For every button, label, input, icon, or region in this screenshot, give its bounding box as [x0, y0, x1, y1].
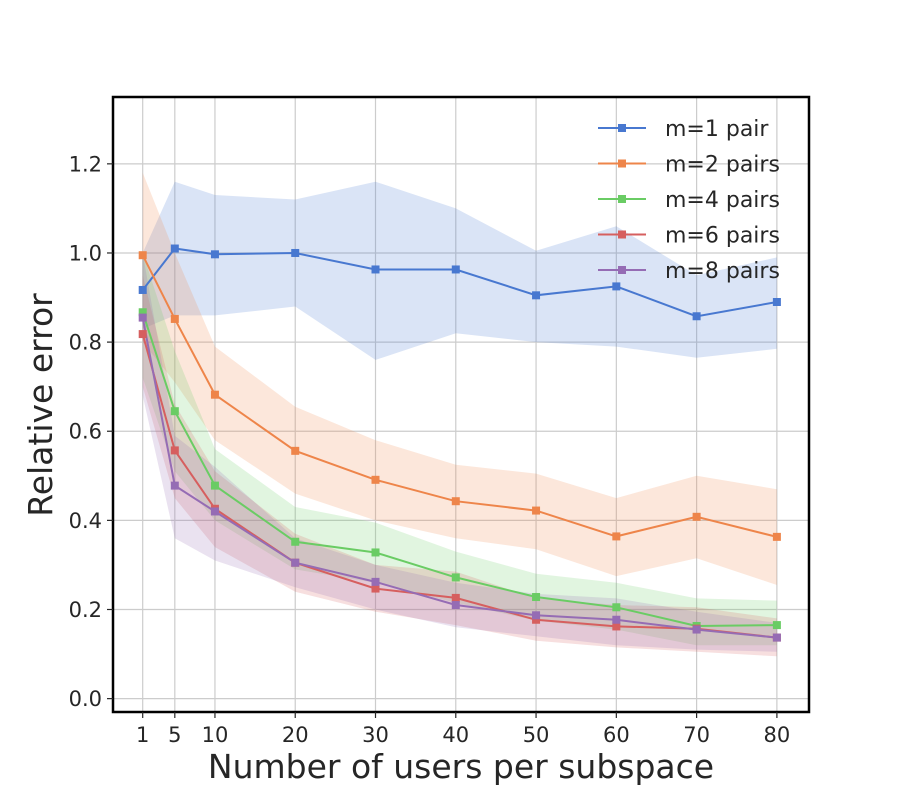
data-point-m-1-pair — [772, 298, 781, 306]
y-axis-ticks: 0.0 0.2 0.4 0.6 0.8 1.0 1.2 — [69, 152, 113, 711]
data-point-m-2-pairs — [612, 532, 621, 541]
data-point-m-2-pairs — [692, 512, 701, 521]
data-point-m-2-pairs — [451, 497, 460, 506]
data-point-m-8-pairs — [451, 601, 460, 610]
series-line-m-8-pairs — [141, 317, 777, 639]
data-point-m-4-pairs — [371, 548, 380, 557]
legend-label-m-6-pairs: m=6 pairs — [665, 224, 780, 249]
y-tick-label: 0.8 — [69, 331, 102, 355]
y-tick-label: 0.2 — [69, 598, 102, 622]
data-point-m-1-pair — [451, 265, 460, 274]
data-point-m-1-pair — [692, 312, 701, 321]
data-point-m-1-pair — [170, 244, 179, 253]
data-point-m-8-pairs — [532, 611, 541, 620]
data-point-m-2-pairs — [532, 506, 541, 515]
confidence-band-m-4-pairs — [142, 253, 777, 646]
data-point-m-4-pairs — [772, 621, 781, 630]
legend: m=1 pair m=2 pairs m=4 pairs m=6 pairs m=8 p… — [598, 117, 780, 284]
legend-marker-m-2-pairs — [618, 159, 626, 168]
y-tick-label: 0.0 — [69, 687, 102, 711]
data-point-m-6-pairs — [612, 622, 621, 631]
legend-label-m-2-pairs: m=2 pairs — [665, 153, 780, 178]
legend-label-m-4-pairs: m=4 pairs — [665, 188, 780, 213]
x-tick-label: 50 — [523, 723, 550, 747]
data-point-m-8-pairs — [612, 615, 621, 624]
data-point-m-6-pairs — [371, 584, 380, 593]
x-tick-label: 40 — [442, 723, 469, 747]
data-point-m-2-pairs — [170, 314, 179, 323]
series-markers — [138, 244, 781, 642]
data-point-m-1-pair — [210, 250, 219, 259]
data-point-m-2-pairs — [772, 532, 781, 541]
plot-frame — [111, 95, 811, 714]
data-point-m-1-pair — [138, 285, 147, 294]
data-point-m-1-pair — [532, 291, 541, 300]
x-tick-label: 20 — [282, 723, 309, 747]
confidence-band-m-6-pairs — [142, 275, 777, 657]
data-point-m-4-pairs — [612, 603, 621, 612]
y-tick-label: 1.0 — [69, 241, 102, 265]
series-lines — [141, 247, 778, 639]
series-line-m-1-pair — [141, 247, 778, 318]
x-tick-label: 80 — [764, 723, 791, 747]
data-point-m-4-pairs — [291, 537, 300, 546]
data-point-m-8-pairs — [371, 577, 380, 586]
data-point-m-6-pairs — [138, 330, 147, 339]
legend-label-m-8-pairs: m=8 pairs — [665, 259, 780, 284]
y-axis-label: Relative error — [21, 293, 60, 517]
data-point-m-6-pairs — [170, 446, 179, 455]
data-point-m-4-pairs — [451, 573, 460, 582]
data-point-m-4-pairs — [138, 308, 147, 317]
x-axis-label: Number of users per subspace — [208, 747, 714, 786]
x-tick-label: 10 — [202, 723, 229, 747]
data-point-m-2-pairs — [210, 390, 219, 399]
x-tick-label: 60 — [603, 723, 630, 747]
data-point-m-4-pairs — [532, 593, 541, 602]
x-tick-label: 70 — [683, 723, 710, 747]
legend-label-m-1-pair: m=1 pair — [665, 117, 769, 142]
data-point-m-8-pairs — [772, 633, 781, 642]
confidence-band-m-2-pairs — [142, 172, 777, 586]
x-tick-label: 30 — [362, 723, 389, 747]
y-tick-label: 1.2 — [69, 152, 102, 176]
data-point-m-4-pairs — [210, 481, 219, 490]
y-tick-label: 0.4 — [69, 509, 102, 533]
data-point-m-2-pairs — [138, 251, 147, 260]
data-point-m-8-pairs — [692, 625, 701, 634]
data-point-m-1-pair — [612, 282, 621, 291]
data-point-m-6-pairs — [532, 615, 541, 624]
x-axis-ticks: 1 5 10 20 30 40 50 60 70 80 — [136, 712, 790, 747]
legend-marker-m-6-pairs — [618, 230, 626, 239]
data-point-m-2-pairs — [291, 446, 300, 455]
x-tick-label: 1 — [136, 723, 149, 747]
legend-marker-m-1-pair — [618, 124, 626, 132]
data-point-m-8-pairs — [170, 481, 179, 490]
series-line-m-4-pairs — [141, 311, 777, 628]
data-point-m-1-pair — [371, 265, 380, 274]
legend-marker-m-8-pairs — [618, 266, 626, 274]
x-tick-label: 5 — [168, 723, 181, 747]
data-point-m-8-pairs — [210, 507, 219, 516]
confidence-band-m-8-pairs — [142, 253, 777, 652]
data-point-m-8-pairs — [291, 558, 300, 567]
data-point-m-2-pairs — [371, 475, 380, 484]
series-line-m-2-pairs — [141, 254, 778, 538]
data-point-m-1-pair — [291, 248, 300, 257]
data-point-m-4-pairs — [170, 407, 179, 416]
data-point-m-6-pairs — [451, 593, 460, 602]
data-point-m-8-pairs — [138, 313, 147, 322]
legend-marker-m-4-pairs — [618, 195, 626, 203]
y-tick-label: 0.6 — [69, 420, 102, 444]
